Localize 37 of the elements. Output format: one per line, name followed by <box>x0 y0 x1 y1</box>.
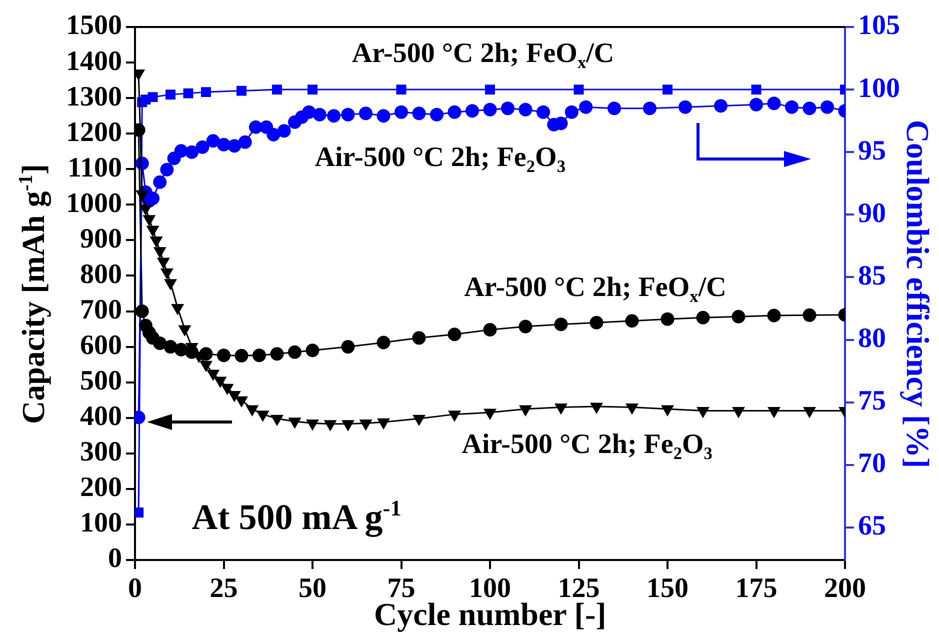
y-tick-label: 300 <box>80 436 122 468</box>
y-tick-label: 1500 <box>66 10 122 42</box>
y-tick-label: 100 <box>80 508 122 539</box>
y2-tick-label: 105 <box>858 10 900 42</box>
y-tick-label: 1400 <box>66 46 122 77</box>
y-tick-label: 1200 <box>66 116 122 148</box>
y2-tick-label: 90 <box>858 198 886 229</box>
series-label: Air-500 °C 2h; Fe$_{2}$O$_{3}$ <box>462 429 712 464</box>
series-label: Air-500 °C 2h; Fe$_{2}$O$_{3}$ <box>314 142 566 176</box>
x-tick-label: 25 <box>210 573 238 604</box>
y-tick-label: 600 <box>80 330 122 362</box>
y2-tick-label: 65 <box>858 510 886 542</box>
y-tick-label: 900 <box>80 223 122 254</box>
x-tick-label: 150 <box>646 573 688 604</box>
x-tick-label: 50 <box>298 573 326 604</box>
annotation: At 500 mA g$^{-1}$ <box>192 496 402 538</box>
y2-tick-label: 80 <box>858 323 886 354</box>
y-tick-label: 1000 <box>66 188 122 219</box>
y-tick-label: 1100 <box>68 152 122 184</box>
y-tick-label: 800 <box>80 258 122 290</box>
y-tick-label: 200 <box>80 472 122 504</box>
y2-tick-label: 85 <box>858 260 886 292</box>
series-label: Ar-500 °C 2h; FeO$_{x}$/C <box>464 272 726 306</box>
y2-tick-label: 95 <box>858 135 886 166</box>
y2-tick-label: 70 <box>858 448 886 480</box>
y-tick-label: 1300 <box>66 81 122 112</box>
x-tick-label: 200 <box>824 573 866 604</box>
y-tick-label: 400 <box>80 401 122 432</box>
y-tick-label: 0 <box>108 543 122 574</box>
y-tick-label: 500 <box>80 366 122 397</box>
series-label: Ar-500 °C 2h; FeO$_{x}$/C <box>352 38 614 72</box>
x-tick-label: 175 <box>735 573 778 604</box>
y2-tick-label: 75 <box>858 386 886 417</box>
y2-axis-title: Coulombic efficiency [%] <box>900 119 936 468</box>
x-tick-label: 0 <box>128 573 142 604</box>
y2-tick-label: 100 <box>858 72 900 104</box>
y-tick-label: 700 <box>80 294 122 326</box>
